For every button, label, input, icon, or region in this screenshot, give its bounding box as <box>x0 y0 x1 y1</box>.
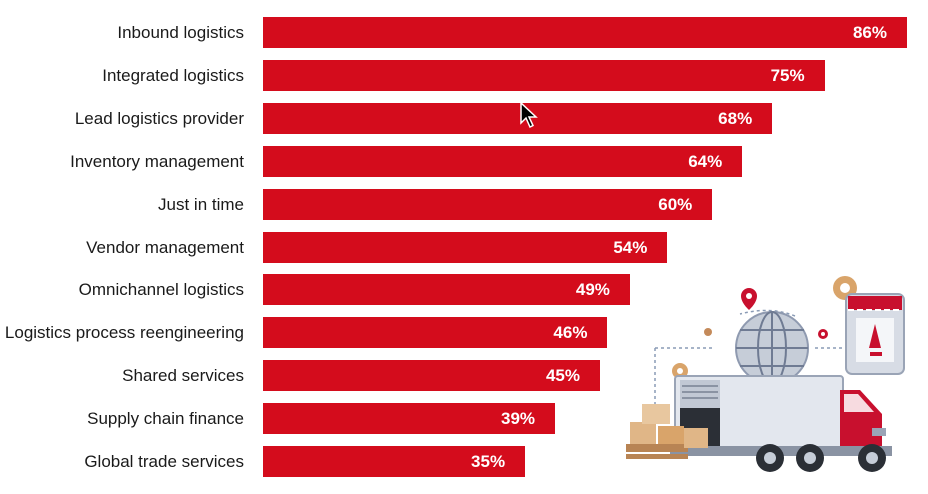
bar: 86% <box>263 17 907 48</box>
bar-row: Supply chain finance 39% <box>0 403 928 435</box>
bar: 64% <box>263 145 743 177</box>
category-label: Inventory management <box>70 151 244 171</box>
delivery-truck-illustration <box>626 276 905 472</box>
bar-value-label: 86% <box>852 23 887 42</box>
category-label: Omnichannel logistics <box>78 280 244 300</box>
bar: 35% <box>263 446 526 477</box>
bar-row: Vendor management 54% <box>0 231 928 263</box>
bar: 75% <box>263 59 825 91</box>
bar: 68% <box>263 102 773 134</box>
category-label: Supply chain finance <box>87 409 244 429</box>
bar-value-label: 60% <box>658 194 693 214</box>
mouse-cursor-icon <box>520 101 538 129</box>
bar-row: Inventory management 64% <box>0 145 928 177</box>
category-label: Logistics process reengineering <box>4 323 244 343</box>
bar-row: Just in time 60% <box>0 188 928 220</box>
bar-value-label: 46% <box>553 323 588 343</box>
bar-value-label: 75% <box>770 65 805 85</box>
bar-value-label: 45% <box>545 366 580 386</box>
bar: 54% <box>263 231 668 263</box>
bar-value-label: 54% <box>613 237 648 257</box>
bar-row: Lead logistics provider 68% <box>0 102 928 134</box>
bar-row: Integrated logistics 75% <box>0 59 928 91</box>
bar: 60% <box>263 188 713 220</box>
bar-row: Omnichannel logistics 49% <box>0 274 928 306</box>
bar-value-label: 49% <box>575 280 610 300</box>
category-label: Lead logistics provider <box>74 108 244 128</box>
bar: 45% <box>263 360 600 392</box>
bar: 49% <box>263 274 630 306</box>
category-label: Integrated logistics <box>102 65 244 85</box>
bar-row: Logistics process reengineering 46% <box>0 317 928 349</box>
bar: 39% <box>263 403 556 435</box>
bar: 46% <box>263 317 608 349</box>
category-label: Shared services <box>122 366 244 386</box>
category-label: Vendor management <box>86 237 244 257</box>
bar-row: Inbound logistics 86% <box>0 17 928 48</box>
category-label: Just in time <box>158 194 244 214</box>
bar-value-label: 64% <box>688 151 723 171</box>
bar-row: Shared services 45% <box>0 360 928 392</box>
bar-value-label: 35% <box>471 452 506 471</box>
category-label: Global trade services <box>84 452 244 471</box>
bar-row: Global trade services 35% <box>0 446 928 477</box>
bar-value-label: 39% <box>501 409 536 429</box>
bar-value-label: 68% <box>718 108 753 128</box>
category-label: Inbound logistics <box>117 23 244 42</box>
